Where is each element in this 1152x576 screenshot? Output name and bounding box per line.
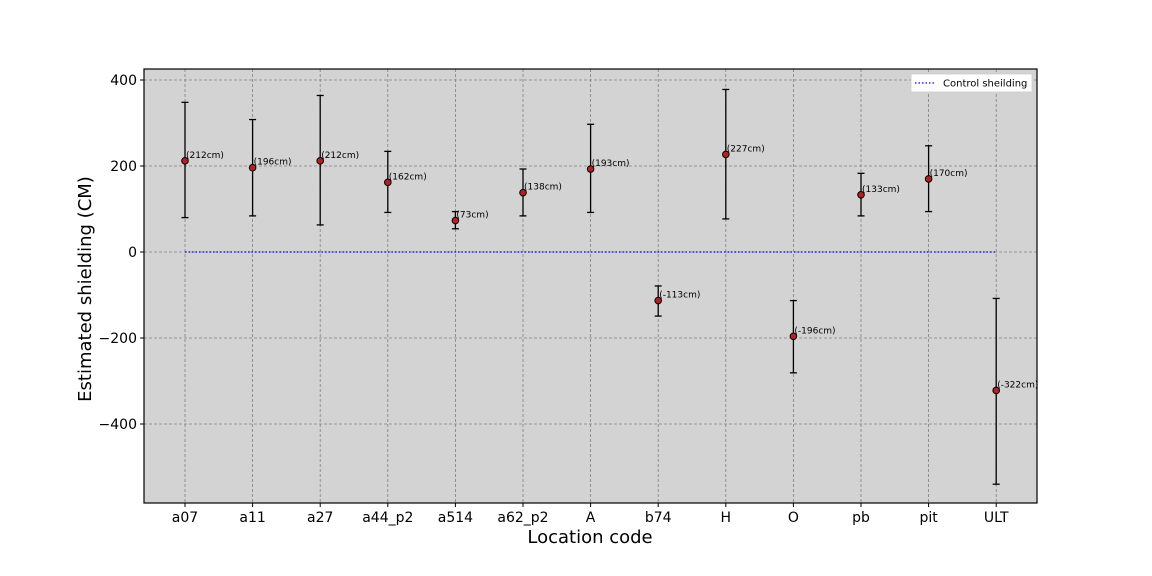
x-tick-label-pb: pb [852,510,870,526]
point-label-a11: (196cm) [254,158,292,168]
data-point-a11 [248,163,257,172]
data-point-pb [857,191,865,199]
point-label-pb: (133cm) [862,185,900,195]
x-tick-label-H: H [721,510,732,526]
point-label-a07: (212cm) [186,151,224,161]
x-tick-label-a62_p2: a62_p2 [497,510,548,526]
point-labels: (212cm) (196cm) (212cm) (162cm) (73cm) (138cm… [186,144,1038,390]
x-tick-label-O: O [788,510,799,526]
point-label-O: (-196cm) [794,326,835,336]
point-label-a27: (212cm) [321,151,359,161]
x-tick-label-ULT: ULT [984,510,1009,526]
point-label-a44_p2: (162cm) [389,172,427,182]
legend-box [910,73,1033,93]
point-label-a62_p2: (138cm) [524,183,562,193]
y-axis-label: Estimated shielding (CM) [75,176,96,402]
y-tick-label: 400 [110,73,137,89]
data-point-H [722,150,730,159]
data-point-a44_p2 [384,178,392,187]
x-tick-label-a07: a07 [172,510,198,526]
point-label-a514: (73cm) [456,211,488,221]
data-point-ULT [992,386,1001,395]
point-label-ULT: (-322cm) [997,380,1038,390]
data-point-A [586,165,595,173]
point-label-b74: (-113cm) [659,291,700,301]
data-point-pit [924,175,933,183]
x-tick-label-a514: a514 [438,510,473,526]
x-tick-label-A: A [586,510,596,526]
y-tick-label: −400 [99,417,137,433]
point-label-A: (193cm) [592,159,630,169]
y-ticks: 400 200 0 −200 −400 [99,73,144,433]
point-label-H: (227cm) [727,144,765,154]
legend-entry-control: Control sheilding [943,79,1027,90]
x-tick-label-b74: b74 [645,510,672,526]
point-label-pit: (170cm) [930,169,968,179]
y-tick-label: −200 [99,331,137,347]
y-tick-label: 200 [110,159,137,175]
data-points [181,150,1001,395]
legend: Control sheilding [910,73,1033,93]
data-point-a514 [451,216,460,225]
data-point-a62_p2 [519,188,527,197]
data-point-b74 [654,296,663,305]
y-tick-label: 0 [128,245,137,261]
x-tick-label-a11: a11 [239,510,265,526]
data-point-a27 [316,157,325,165]
data-point-a07 [181,157,189,165]
data-point-O [789,332,798,341]
x-tick-label-pit: pit [919,510,938,526]
x-axis-label: Location code [527,527,652,548]
x-tick-label-a27: a27 [307,510,333,526]
x-tick-label-a44_p2: a44_p2 [362,510,413,526]
